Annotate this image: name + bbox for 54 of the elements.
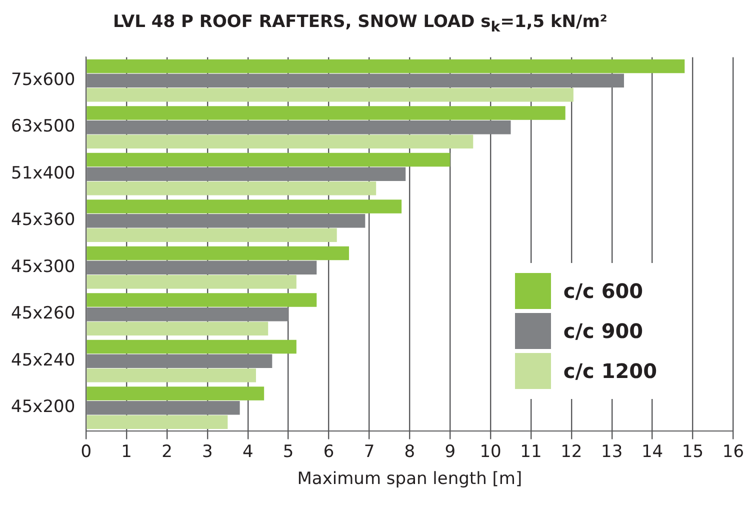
bar bbox=[86, 167, 406, 181]
y-tick-label: 51x400 bbox=[11, 163, 76, 184]
bar bbox=[86, 415, 228, 430]
x-tick-label: 8 bbox=[404, 442, 416, 462]
bar bbox=[86, 340, 296, 354]
x-tick-label: 3 bbox=[202, 442, 213, 462]
x-axis-title: Maximum span length [m] bbox=[297, 469, 522, 490]
bar bbox=[86, 307, 288, 322]
bar bbox=[86, 120, 511, 134]
y-tick-label: 45x300 bbox=[11, 256, 76, 277]
x-tick-label: 14 bbox=[641, 442, 664, 462]
x-tick-label: 15 bbox=[682, 442, 704, 462]
y-tick-label: 45x260 bbox=[11, 304, 76, 324]
x-tick-label: 1 bbox=[121, 442, 132, 462]
y-tick-label: 75x600 bbox=[11, 70, 76, 90]
bar bbox=[86, 74, 624, 88]
bar bbox=[86, 275, 296, 289]
x-tick-label: 5 bbox=[282, 442, 294, 462]
bar bbox=[86, 400, 240, 415]
x-tick-label: 0 bbox=[80, 442, 92, 462]
bar bbox=[86, 322, 268, 336]
x-tick-label: 9 bbox=[444, 442, 456, 462]
x-tick-label: 2 bbox=[162, 442, 172, 462]
bar bbox=[86, 200, 402, 214]
x-tick-label: 13 bbox=[601, 442, 623, 462]
bar bbox=[86, 106, 566, 120]
x-tick-label: 12 bbox=[560, 442, 582, 462]
bar bbox=[86, 59, 685, 74]
bar bbox=[86, 134, 474, 149]
y-tick-label: 63x500 bbox=[11, 116, 76, 137]
bar bbox=[86, 214, 366, 228]
legend-label: c/c 600 bbox=[563, 279, 644, 303]
x-tick-label: 11 bbox=[520, 442, 542, 462]
x-tick-label: 4 bbox=[242, 442, 254, 462]
y-tick-label: 45x200 bbox=[11, 397, 76, 418]
legend-label: c/c 900 bbox=[563, 319, 644, 343]
bar bbox=[86, 246, 349, 260]
x-tick-label: 6 bbox=[323, 442, 334, 462]
bar bbox=[86, 152, 450, 167]
bar bbox=[86, 386, 264, 400]
bar bbox=[86, 88, 574, 102]
y-tick-label: 45x360 bbox=[11, 210, 76, 230]
bar bbox=[86, 260, 317, 274]
bar bbox=[86, 228, 337, 242]
x-tick-label: 16 bbox=[722, 442, 744, 462]
bar bbox=[86, 182, 376, 196]
bar bbox=[86, 368, 256, 382]
y-tick-label: 45x240 bbox=[11, 350, 76, 370]
x-tick-label: 7 bbox=[364, 442, 375, 462]
x-tick-label: 10 bbox=[480, 442, 502, 462]
chart-title: LVL 48 P ROOF RAFTERS, SNOW LOAD s$_{k}$=1,5 kN/m² bbox=[112, 11, 608, 38]
legend-label: c/c 1200 bbox=[563, 359, 657, 383]
bar bbox=[86, 293, 317, 307]
bar bbox=[86, 354, 272, 368]
